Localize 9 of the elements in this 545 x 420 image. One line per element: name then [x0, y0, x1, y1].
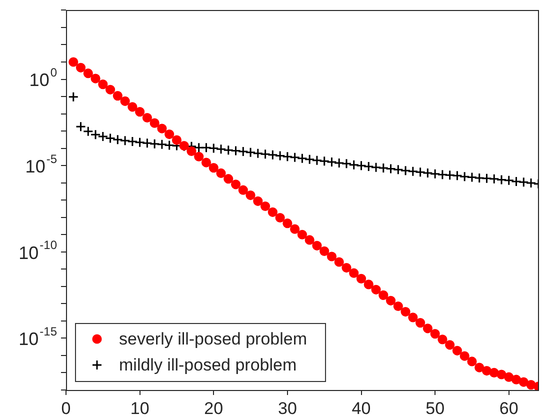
x-tick-label: 40 [352, 398, 371, 418]
x-tick-label: 20 [204, 398, 224, 418]
x-tick-label: 50 [426, 398, 445, 418]
x-tick-label: 60 [499, 398, 518, 418]
x-tick-label: 30 [278, 398, 297, 418]
legend-label: severly ill-posed problem [119, 330, 308, 349]
x-tick-label: 0 [61, 398, 71, 418]
x-tick-label: 10 [130, 398, 150, 418]
legend-label: mildly ill-posed problem [119, 356, 297, 375]
